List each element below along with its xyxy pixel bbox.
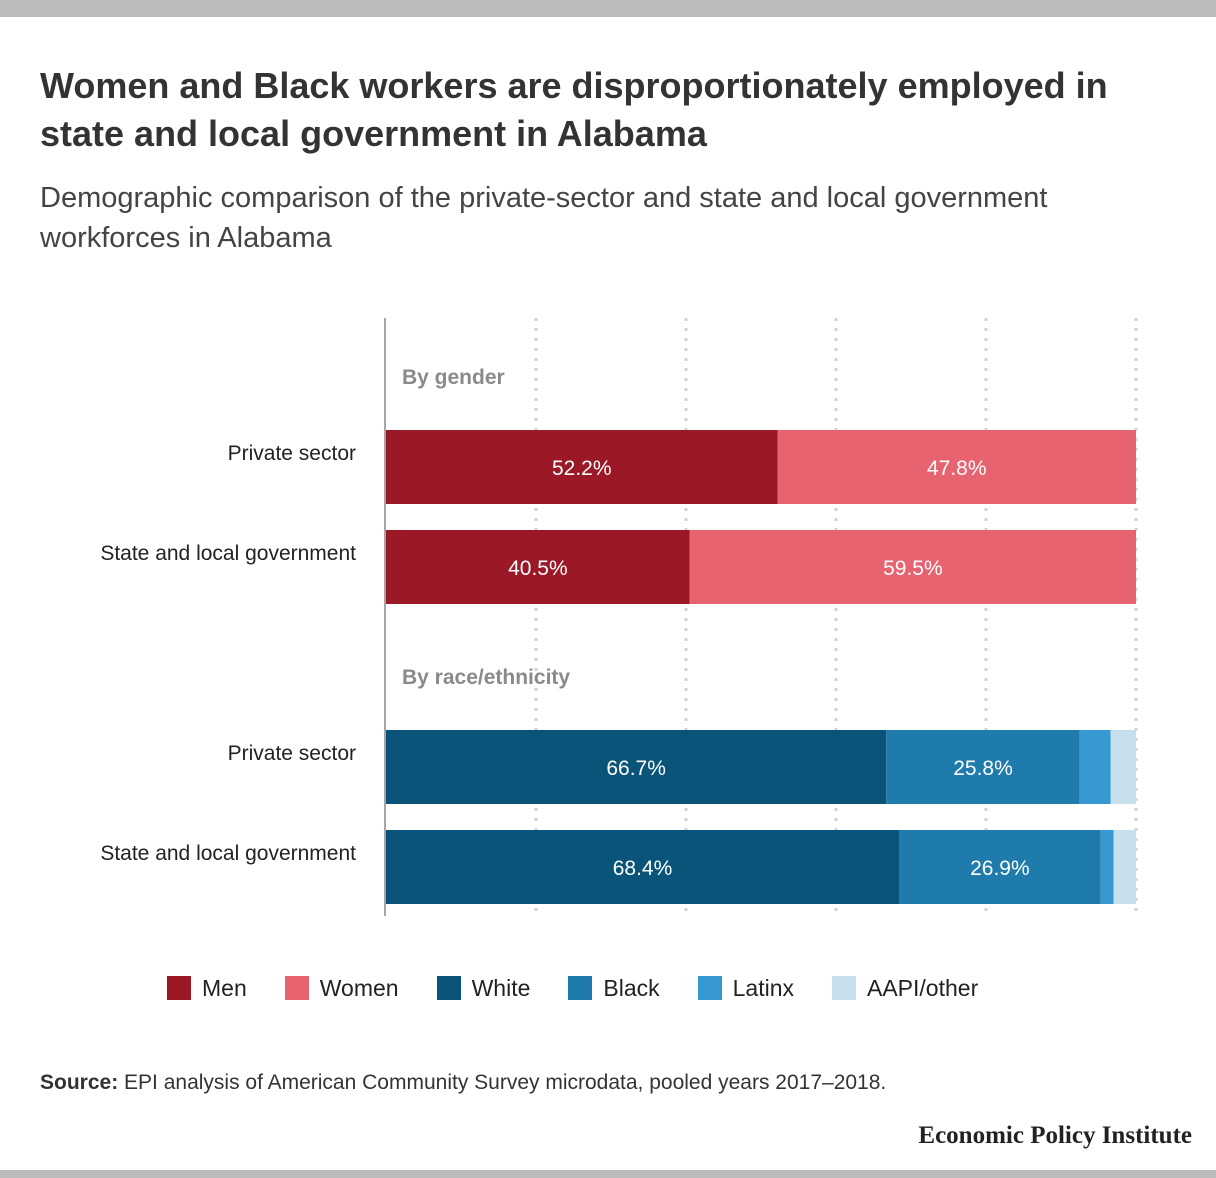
data-label: 52.2%	[552, 457, 612, 480]
legend-item: White	[436, 974, 531, 1002]
data-label: 66.7%	[606, 757, 666, 780]
legend-label: White	[471, 974, 531, 1001]
bar-segment	[777, 430, 1136, 504]
legend-label: AAPI/other	[867, 974, 979, 1001]
chart-subtitle: Demographic comparison of the private-se…	[40, 182, 1048, 254]
bar-segment	[899, 830, 1101, 904]
bar-segment	[1100, 830, 1114, 904]
brand-logo: Economic Policy Institute	[918, 1122, 1192, 1149]
bar-segment	[386, 730, 887, 804]
chart-title: Women and Black workers are disproportio…	[40, 65, 1108, 154]
bar-segment	[1113, 830, 1136, 904]
data-label: 59.5%	[883, 557, 943, 580]
data-label: 40.5%	[508, 557, 568, 580]
legend-item: Black	[568, 974, 660, 1002]
category-label: State and local government	[100, 542, 356, 565]
top-border	[0, 0, 1216, 17]
data-label: 68.4%	[613, 857, 673, 880]
legend-swatch	[697, 976, 722, 1000]
legend-swatch	[568, 976, 593, 1000]
bar-segment	[689, 530, 1136, 604]
legend-label: Latinx	[732, 974, 794, 1001]
legend-swatch	[284, 976, 309, 1000]
bar-segment	[386, 530, 690, 604]
category-label: State and local government	[100, 842, 356, 865]
legend-swatch	[832, 976, 856, 1000]
category-label: Private sector	[228, 742, 356, 765]
bar-segment	[1110, 730, 1136, 804]
bar-segment	[386, 430, 778, 504]
legend: Men Women White Black Latinx AAPI/other	[167, 972, 1016, 1004]
legend-swatch	[436, 976, 461, 1000]
data-label: 25.8%	[953, 757, 1013, 780]
legend-label: Men	[202, 974, 247, 1001]
group-label: By race/ethnicity	[402, 666, 570, 689]
legend-label: Women	[319, 974, 399, 1001]
source-note: Source: EPI analysis of American Communi…	[40, 1071, 886, 1095]
bar-segment	[886, 730, 1080, 804]
source-label: Source:	[40, 1071, 119, 1094]
legend-item: Men	[167, 975, 247, 1002]
legend-swatch	[167, 976, 191, 1000]
bar-segment	[1079, 730, 1111, 804]
stacked-bar-chart: By gender Private sector 52.2% 47.8% State a…	[100, 318, 1138, 916]
data-label: 47.8%	[927, 457, 987, 480]
legend-item: Latinx	[697, 974, 794, 1002]
data-label: 26.9%	[970, 857, 1030, 880]
group-label: By gender	[402, 366, 505, 389]
legend-item: Women	[284, 974, 399, 1002]
bottom-border	[0, 1170, 1216, 1178]
category-label: Private sector	[228, 442, 356, 465]
legend-label: Black	[603, 974, 660, 1001]
source-text: EPI analysis of American Community Surve…	[118, 1071, 887, 1094]
legend-item: AAPI/other	[832, 975, 978, 1002]
bar-segment	[386, 830, 899, 904]
